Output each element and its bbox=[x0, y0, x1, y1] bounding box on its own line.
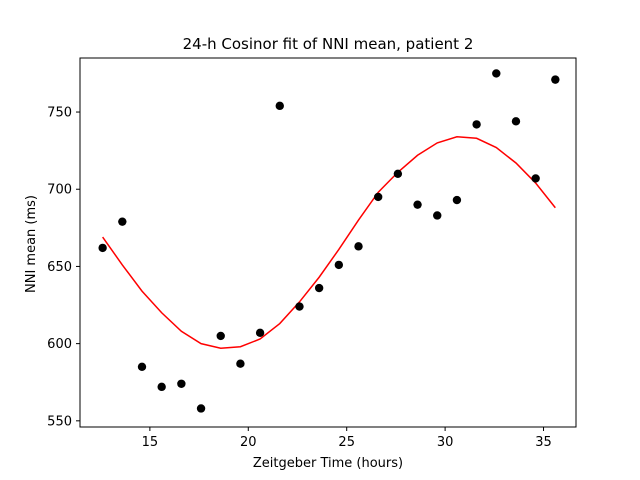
data-point bbox=[216, 331, 225, 341]
y-axis-label: NNI mean (ms) bbox=[24, 195, 39, 293]
data-point bbox=[492, 69, 501, 78]
x-tick-label: 35 bbox=[535, 435, 552, 450]
data-point bbox=[452, 195, 462, 205]
y-tick-label: 750 bbox=[47, 106, 72, 121]
data-point bbox=[118, 217, 127, 226]
data-point bbox=[236, 359, 245, 368]
data-point bbox=[531, 174, 540, 183]
plot-area bbox=[98, 69, 560, 413]
data-point bbox=[354, 242, 363, 251]
data-point bbox=[295, 302, 304, 311]
x-tick-label: 20 bbox=[240, 435, 257, 450]
data-point bbox=[472, 120, 481, 129]
data-point bbox=[413, 200, 422, 209]
data-point bbox=[373, 192, 383, 202]
y-tick-label: 700 bbox=[47, 183, 72, 198]
chart-title: 24-h Cosinor fit of NNI mean, patient 2 bbox=[183, 35, 474, 53]
x-tick-label: 25 bbox=[338, 435, 355, 450]
data-point bbox=[314, 283, 324, 293]
y-tick-label: 600 bbox=[47, 337, 72, 352]
data-point bbox=[255, 328, 265, 338]
y-tick-label: 650 bbox=[47, 260, 72, 275]
data-point bbox=[433, 211, 442, 220]
data-point bbox=[334, 260, 344, 270]
data-point bbox=[196, 404, 206, 413]
data-point bbox=[393, 169, 403, 178]
data-point bbox=[137, 362, 147, 371]
data-point bbox=[551, 75, 560, 84]
data-point bbox=[177, 379, 186, 388]
x-axis-label: Zeitgeber Time (hours) bbox=[253, 456, 403, 471]
data-point bbox=[275, 101, 284, 111]
data-point bbox=[98, 243, 107, 253]
axes: 15 20 25 30 35 550 600 650 700 750 bbox=[47, 57, 577, 450]
y-tick-label: 550 bbox=[47, 414, 72, 429]
data-point bbox=[157, 382, 166, 392]
axes-frame bbox=[79, 57, 577, 428]
data-point bbox=[511, 117, 521, 126]
x-tick-label: 30 bbox=[437, 435, 454, 450]
fit-line bbox=[102, 135, 556, 350]
x-tick-label: 15 bbox=[142, 435, 159, 450]
